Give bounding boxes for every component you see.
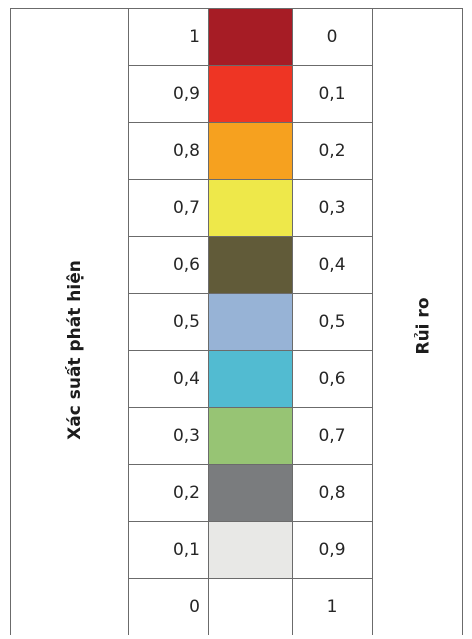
- color-swatch: [209, 66, 292, 122]
- risk-value: 0,4: [318, 254, 346, 275]
- probability-value: 0,7: [172, 197, 200, 218]
- risk-value: 0,1: [318, 83, 346, 104]
- row-separator: [128, 350, 372, 351]
- row-separator: [128, 521, 372, 522]
- probability-value: 0,3: [172, 425, 200, 446]
- right-axis-label: Rủi ro: [413, 296, 434, 355]
- probability-value: 0,2: [172, 482, 200, 503]
- outer-left-border: [10, 8, 11, 635]
- risk-value: 0,9: [318, 539, 346, 560]
- left-column-divider: [128, 8, 129, 635]
- color-swatch: [209, 351, 292, 407]
- color-swatch: [209, 294, 292, 350]
- row-separator: [128, 293, 372, 294]
- risk-value: 0,5: [318, 311, 346, 332]
- probability-value: 0,8: [172, 140, 200, 161]
- risk-value: 1: [326, 596, 338, 617]
- row-separator: [128, 407, 372, 408]
- row-separator: [128, 122, 372, 123]
- color-swatch: [209, 237, 292, 293]
- risk-value: 0,2: [318, 140, 346, 161]
- outer-top-border: [10, 8, 462, 9]
- probability-value: 0,6: [172, 254, 200, 275]
- row-separator: [128, 236, 372, 237]
- color-swatch: [209, 9, 292, 65]
- risk-value: 0,6: [318, 368, 346, 389]
- color-swatch: [209, 465, 292, 521]
- probability-risk-scale: Xác suất phát hiện Rủi ro 1 0 0,9 0,1 0,8 0,2…: [10, 8, 463, 635]
- row-separator: [128, 464, 372, 465]
- left-axis-label: Xác suất phát hiện: [64, 259, 85, 440]
- probability-value: 0,5: [172, 311, 200, 332]
- probability-value: 0: [189, 596, 200, 617]
- swatch-left-divider: [208, 8, 209, 635]
- probability-value: 0,1: [172, 539, 200, 560]
- row-separator: [128, 578, 372, 579]
- risk-value: 0,8: [318, 482, 346, 503]
- probability-value: 0,4: [172, 368, 200, 389]
- swatch-right-divider: [292, 8, 293, 635]
- color-swatch: [209, 522, 292, 578]
- probability-value: 1: [189, 26, 200, 47]
- color-swatch: [209, 408, 292, 464]
- risk-value: 0: [326, 26, 338, 47]
- color-swatch: [209, 579, 292, 635]
- outer-right-border: [462, 8, 463, 635]
- probability-value: 0,9: [172, 83, 200, 104]
- risk-value: 0,7: [318, 425, 346, 446]
- color-swatch: [209, 123, 292, 179]
- row-separator: [128, 65, 372, 66]
- risk-value: 0,3: [318, 197, 346, 218]
- right-column-divider: [372, 8, 373, 635]
- row-separator: [128, 179, 372, 180]
- color-swatch: [209, 180, 292, 236]
